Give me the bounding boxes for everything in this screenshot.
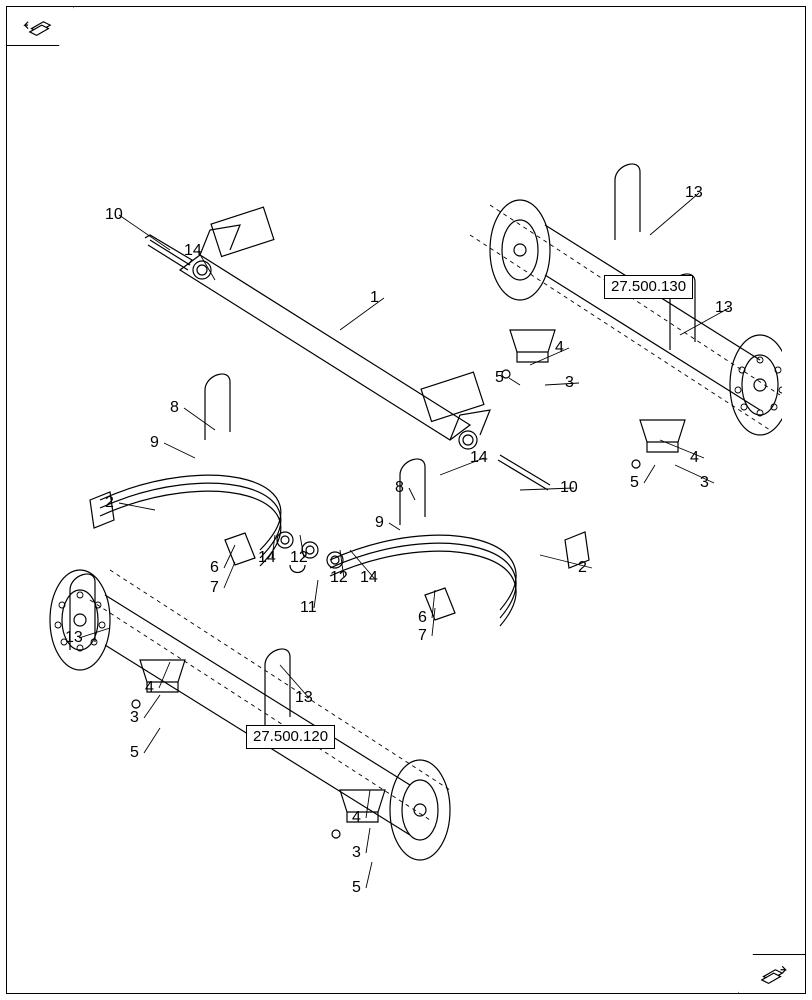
callout-c13c: 13 [65, 630, 83, 646]
callout-c3c: 3 [130, 710, 139, 726]
callout-c8b: 8 [395, 480, 404, 496]
layers-back-icon [23, 13, 57, 39]
callout-c12b: 12 [330, 570, 348, 586]
callout-c3b: 3 [700, 475, 709, 491]
callout-c2b: 2 [578, 560, 587, 576]
callout-c3d: 3 [352, 845, 361, 861]
callout-c12a: 12 [290, 550, 308, 566]
callout-c1: 1 [370, 290, 379, 306]
page-canvas: 27.500.130 27.500.120 101413131453891428… [0, 0, 812, 1000]
callout-c4d: 4 [352, 810, 361, 826]
ref-box-lower[interactable]: 27.500.120 [246, 725, 335, 749]
callout-c5b: 5 [630, 475, 639, 491]
callout-c9b: 9 [375, 515, 384, 531]
callout-c4a: 4 [555, 340, 564, 356]
callout-c2a: 2 [105, 495, 114, 511]
callout-c4c: 4 [145, 680, 154, 696]
callout-c14c: 14 [258, 550, 276, 566]
ref-box-upper[interactable]: 27.500.130 [604, 275, 693, 299]
callout-c7b: 7 [418, 628, 427, 644]
callout-c10b: 10 [560, 480, 578, 496]
callout-c13a: 13 [685, 185, 703, 201]
callout-c8a: 8 [170, 400, 179, 416]
callout-c13b: 13 [715, 300, 733, 316]
ref-box-lower-text: 27.500.120 [253, 728, 328, 745]
callout-c9a: 9 [150, 435, 159, 451]
callout-c5d: 5 [352, 880, 361, 896]
exploded-diagram [30, 120, 782, 880]
callout-c11: 11 [300, 600, 317, 616]
callout-c5c: 5 [130, 745, 139, 761]
callout-c10a: 10 [105, 207, 123, 223]
callout-c13d: 13 [295, 690, 313, 706]
callout-c6b: 6 [418, 610, 427, 626]
callout-c4b: 4 [690, 450, 699, 466]
layers-forward-icon [755, 961, 789, 987]
callout-c14d: 14 [360, 570, 378, 586]
callout-c14a: 14 [184, 243, 202, 259]
ref-box-upper-text: 27.500.130 [611, 278, 686, 295]
callout-c3a: 3 [565, 375, 574, 391]
callout-c6a: 6 [210, 560, 219, 576]
callout-c5a: 5 [495, 370, 504, 386]
callout-c14b: 14 [470, 450, 488, 466]
callout-c7a: 7 [210, 580, 219, 596]
